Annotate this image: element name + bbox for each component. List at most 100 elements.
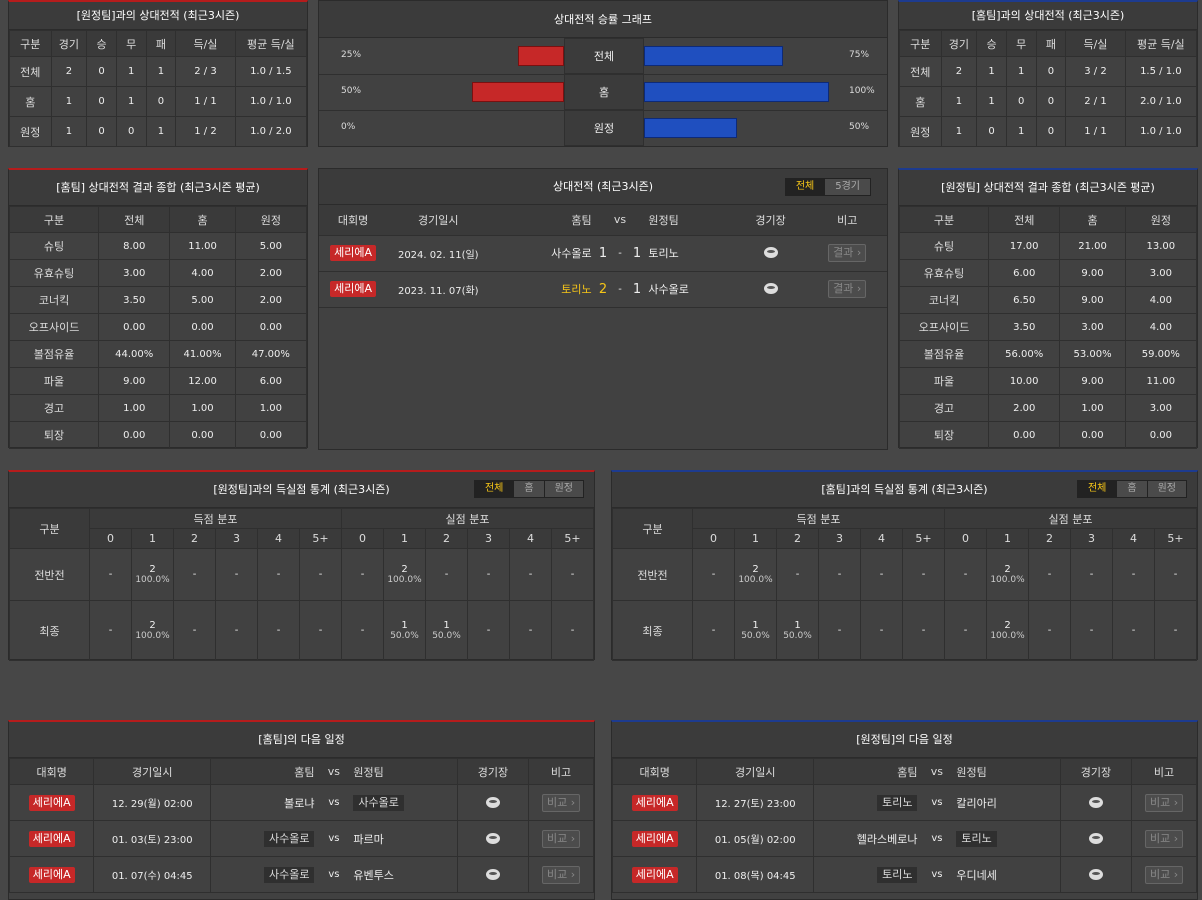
match-date: 01. 05(월) 02:00 (714, 835, 796, 846)
goal-count-header: 3 (467, 528, 510, 549)
stadium-icon (763, 283, 778, 295)
table-cell: 0.00 (234, 313, 308, 341)
row-label: 원정 (9, 116, 52, 147)
away-team: 사수올로 (648, 283, 689, 296)
row-label: 슈팅 (8, 232, 100, 260)
table-cell: 볼로냐 (210, 784, 315, 821)
table-cell: - (614, 235, 626, 272)
table-cell: 6.50 (988, 286, 1061, 314)
cell-count: - (360, 569, 365, 580)
table-cell: 3.00 (98, 259, 171, 287)
table-cell: - (89, 600, 132, 661)
cell-count: 2 (149, 564, 156, 575)
result-button[interactable]: 결과 › (828, 244, 867, 262)
table-cell: 10.00 (988, 367, 1061, 395)
cell-count: - (963, 569, 968, 580)
tab[interactable]: 홈 (513, 481, 543, 497)
table-cell (1059, 820, 1133, 857)
table-cell: 2 100.0% (131, 600, 174, 661)
column-header: 홈팀 (210, 758, 315, 785)
vs-label: vs (328, 833, 340, 844)
goal-count-header: 5+ (299, 528, 342, 549)
cell-count: - (108, 569, 113, 580)
table-cell: - (1154, 600, 1197, 661)
h2h-home-table: 구분 경기 승 무 패 득/실 평균 득/실 전체 2 0 1 1 2 / 3 1.0 / 1.5 홈 1 0 1… (9, 30, 308, 147)
table-cell: 11.00 (169, 232, 236, 260)
league-badge: 세리에A (631, 794, 678, 811)
column-header: 전체 (98, 206, 171, 233)
summary-away-table: 구분 전체 홈 원정 슈팅 17.00 21.00 13.00 유효슈팅 6.00 9.00 3.00… (898, 206, 1198, 449)
table-cell: - (341, 600, 384, 661)
right-percent-label: 100% (849, 86, 875, 96)
right-win-bar (644, 82, 829, 102)
panel-title: 상대전적 (최근3시즌) 전체 5경기 (319, 169, 887, 205)
table-cell: 41.00% (169, 340, 236, 368)
goals-home-panel: [원정팀]과의 득실점 통계 (최근3시즌) 전체 홈 원정 구분 득점 분포 실점 분… (8, 470, 595, 661)
tab[interactable]: 원정 (1146, 481, 1186, 497)
table-cell: - (89, 548, 132, 601)
cell-count: - (276, 569, 281, 580)
column-header: 승 (976, 30, 1007, 57)
table-cell (456, 856, 530, 893)
table-cell: 2.0 / 1.0 (1124, 86, 1198, 117)
compare-button[interactable]: 비교 › (541, 793, 581, 812)
compare-button[interactable]: 비교 › (1144, 865, 1184, 884)
table-cell: 4.00 (1124, 313, 1198, 341)
table-cell: 0 (145, 86, 177, 117)
row-label: 유효슈팅 (8, 259, 100, 287)
stadium-icon (1088, 832, 1103, 844)
table-cell: 2 (940, 56, 978, 87)
compare-button[interactable]: 비교 › (1144, 829, 1184, 848)
match-row: 세리에A 2023. 11. 07(화) 토리노 2-1 사수올로 결과 › (319, 271, 887, 308)
tab[interactable]: 전체 (1077, 481, 1117, 497)
row-label: 오프사이드 (8, 313, 100, 341)
away-team: 토리노 (956, 830, 997, 847)
result-button[interactable]: 결과 › (828, 280, 867, 298)
panel-title: [홈팀]의 다음 일정 (9, 722, 594, 758)
table-cell: vs (917, 856, 957, 893)
cell-count: - (1089, 625, 1094, 636)
column-header: 전체 (988, 206, 1061, 233)
table-cell: 2 100.0% (986, 548, 1029, 601)
home-team: 사수올로 (551, 247, 592, 260)
row-label: 볼점유율 (898, 340, 990, 368)
cell-percent: 100.0% (135, 575, 170, 585)
compare-button[interactable]: 비교 › (541, 829, 581, 848)
column-header: 구분 (9, 508, 90, 549)
cell-count: 1 (752, 620, 759, 631)
cell-count: - (1047, 625, 1052, 636)
table-cell: 결과 › (807, 235, 887, 272)
column-header: 원정팀 (648, 205, 734, 236)
table-cell: 1.00 (169, 394, 236, 422)
table-cell: 9.00 (1059, 286, 1126, 314)
tab[interactable]: 원정 (543, 481, 583, 497)
table-cell: 2.00 (234, 286, 308, 314)
table-cell: 6.00 (988, 259, 1061, 287)
scored-header: 득점 분포 (89, 508, 342, 529)
column-header: 대회명 (611, 758, 698, 785)
column-header: vs (314, 758, 354, 785)
table-cell: 12. 29(월) 02:00 (93, 784, 212, 821)
away-team: 칼리아리 (956, 796, 997, 810)
table-cell: 44.00% (98, 340, 171, 368)
table-cell: 1 (976, 56, 1007, 87)
compare-button[interactable]: 비교 › (541, 865, 581, 884)
tab[interactable]: 5경기 (824, 179, 870, 195)
match-date: 2024. 02. 11(일) (397, 249, 479, 261)
tab[interactable]: 전체 (474, 481, 514, 497)
schedule-row: 세리에A 01. 07(수) 04:45 사수올로 vs 유벤투스 비교 › (8, 856, 594, 893)
tab[interactable]: 홈 (1116, 481, 1146, 497)
cell-count: - (963, 625, 968, 636)
tab[interactable]: 전체 (785, 179, 825, 195)
compare-button[interactable]: 비교 › (1144, 793, 1184, 812)
schedule-row: 세리에A 12. 27(토) 23:00 토리노 vs 칼리아리 비교 › (611, 784, 1197, 821)
column-header: vs (917, 758, 957, 785)
table-cell: 토리노 (489, 271, 592, 308)
table-cell: - (944, 600, 987, 661)
panel-title: 상대전적 승률 그래프 (319, 1, 887, 38)
cell-count: - (108, 625, 113, 636)
cell-count: - (1131, 625, 1136, 636)
table-cell: - (509, 600, 552, 661)
league-badge: 세리에A (631, 830, 678, 847)
panel-title-text: [홈팀]과의 득실점 통계 (최근3시즌) (821, 483, 988, 496)
